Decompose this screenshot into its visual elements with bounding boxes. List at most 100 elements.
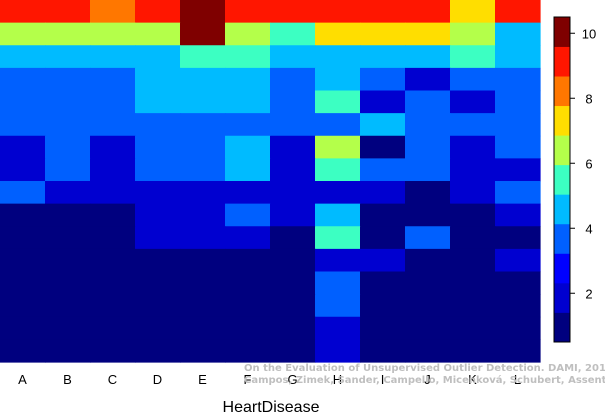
heatmap-cell (225, 22, 271, 46)
heatmap-cell (90, 113, 136, 137)
heatmap-cell (315, 90, 361, 114)
heatmap-cell (405, 226, 451, 250)
heatmap-cell (135, 113, 181, 137)
heatmap-cell (360, 271, 406, 295)
x-tick-label: D (153, 372, 162, 387)
heatmap-cell (315, 226, 361, 250)
heatmap-cell (405, 22, 451, 46)
heatmap-cell (225, 45, 271, 69)
heatmap-cell (45, 226, 91, 250)
heatmap-cell (360, 45, 406, 69)
colorbar-tick-label: 4 (585, 221, 592, 236)
heatmap-cell (180, 45, 226, 69)
heatmap-cell (315, 294, 361, 318)
heatmap-cell (450, 158, 496, 182)
heatmap-cell (495, 203, 541, 227)
heatmap-cell (45, 0, 91, 24)
heatmap-cell (315, 316, 361, 340)
heatmap-cell (495, 339, 541, 363)
heatmap-cell (0, 135, 46, 159)
heatmap-cell (45, 181, 91, 205)
colorbar-tick-labels: 2 4 6 8 10 (570, 26, 596, 301)
heatmap-cell (360, 113, 406, 137)
heatmap-cell (180, 248, 226, 273)
heatmap-cell (495, 90, 541, 114)
heatmap-cell (0, 181, 46, 205)
colorbar-segment (554, 253, 570, 284)
heatmap-cell (180, 67, 226, 92)
heatmap-cell (135, 203, 181, 227)
heatmap-cell (135, 135, 181, 159)
heatmap-cell (0, 339, 46, 363)
heatmap-cell (405, 158, 451, 182)
heatmap-cell (450, 339, 496, 363)
heatmap-cell (45, 294, 91, 318)
heatmap-cell (270, 0, 316, 24)
heatmap-cell (45, 271, 91, 295)
heatmap-cell (225, 271, 271, 295)
heatmap-cell (225, 0, 271, 24)
heatmap-cell (135, 248, 181, 273)
heatmap-cell (0, 203, 46, 227)
x-tick-label: C (108, 372, 117, 387)
heatmap-cell (135, 294, 181, 318)
heatmap-cell (360, 316, 406, 340)
heatmap-cell (270, 316, 316, 340)
heatmap-cell (360, 22, 406, 46)
heatmap-cell (495, 0, 541, 24)
heatmap-cell (270, 158, 316, 182)
heatmap-cell (45, 90, 91, 114)
heatmap-cell (270, 248, 316, 273)
heatmap-cell (45, 203, 91, 227)
heatmap-cell (495, 248, 541, 273)
heatmap-cell (450, 113, 496, 137)
heatmap-cell (90, 203, 136, 227)
heatmap-cell (495, 294, 541, 318)
heatmap-cell (180, 271, 226, 295)
x-tick-label: J (424, 372, 431, 387)
heatmap-cell (495, 226, 541, 250)
heatmap-cell (315, 45, 361, 69)
heatmap-cell (225, 158, 271, 182)
x-tick-label: F (244, 372, 252, 387)
heatmap-cell (450, 135, 496, 159)
heatmap-cell (90, 67, 136, 92)
heatmap-cell (405, 45, 451, 69)
colorbar-segment (554, 223, 570, 254)
heatmap-cell (180, 226, 226, 250)
heatmap-cell (135, 67, 181, 92)
heatmap-cell (90, 294, 136, 318)
heatmap-cell (45, 67, 91, 92)
heatmap-cell (450, 294, 496, 318)
colorbar-frame (553, 16, 571, 343)
heatmap-cell (315, 22, 361, 46)
heatmap-cell (90, 271, 136, 295)
heatmap-cell (90, 339, 136, 363)
heatmap-cell (360, 294, 406, 318)
heatmap-cell (135, 22, 181, 46)
heatmap-cell (45, 113, 91, 137)
colorbar-segment (554, 17, 570, 47)
heatmap-cell (315, 271, 361, 295)
heatmap-cell (315, 0, 361, 24)
heatmap-cell (450, 22, 496, 46)
heatmap-cell (225, 248, 271, 273)
heatmap-cell (405, 248, 451, 273)
heatmap-cell (405, 113, 451, 137)
heatmap-cell (495, 135, 541, 159)
heatmap-cell (225, 226, 271, 250)
heatmap-cell (450, 248, 496, 273)
heatmap-cell (270, 45, 316, 69)
colorbar (554, 17, 570, 343)
heatmap-cell (450, 203, 496, 227)
heatmap-cell (90, 181, 136, 205)
heatmap-cell (405, 0, 451, 24)
heatmap-cell (225, 67, 271, 92)
heatmap-cell (0, 158, 46, 182)
heatmap-cell (360, 203, 406, 227)
heatmap-cell (450, 181, 496, 205)
x-tick-label: A (18, 372, 27, 387)
heatmap-cell (315, 248, 361, 273)
heatmap-cell (405, 271, 451, 295)
heatmap-cell (0, 226, 46, 250)
